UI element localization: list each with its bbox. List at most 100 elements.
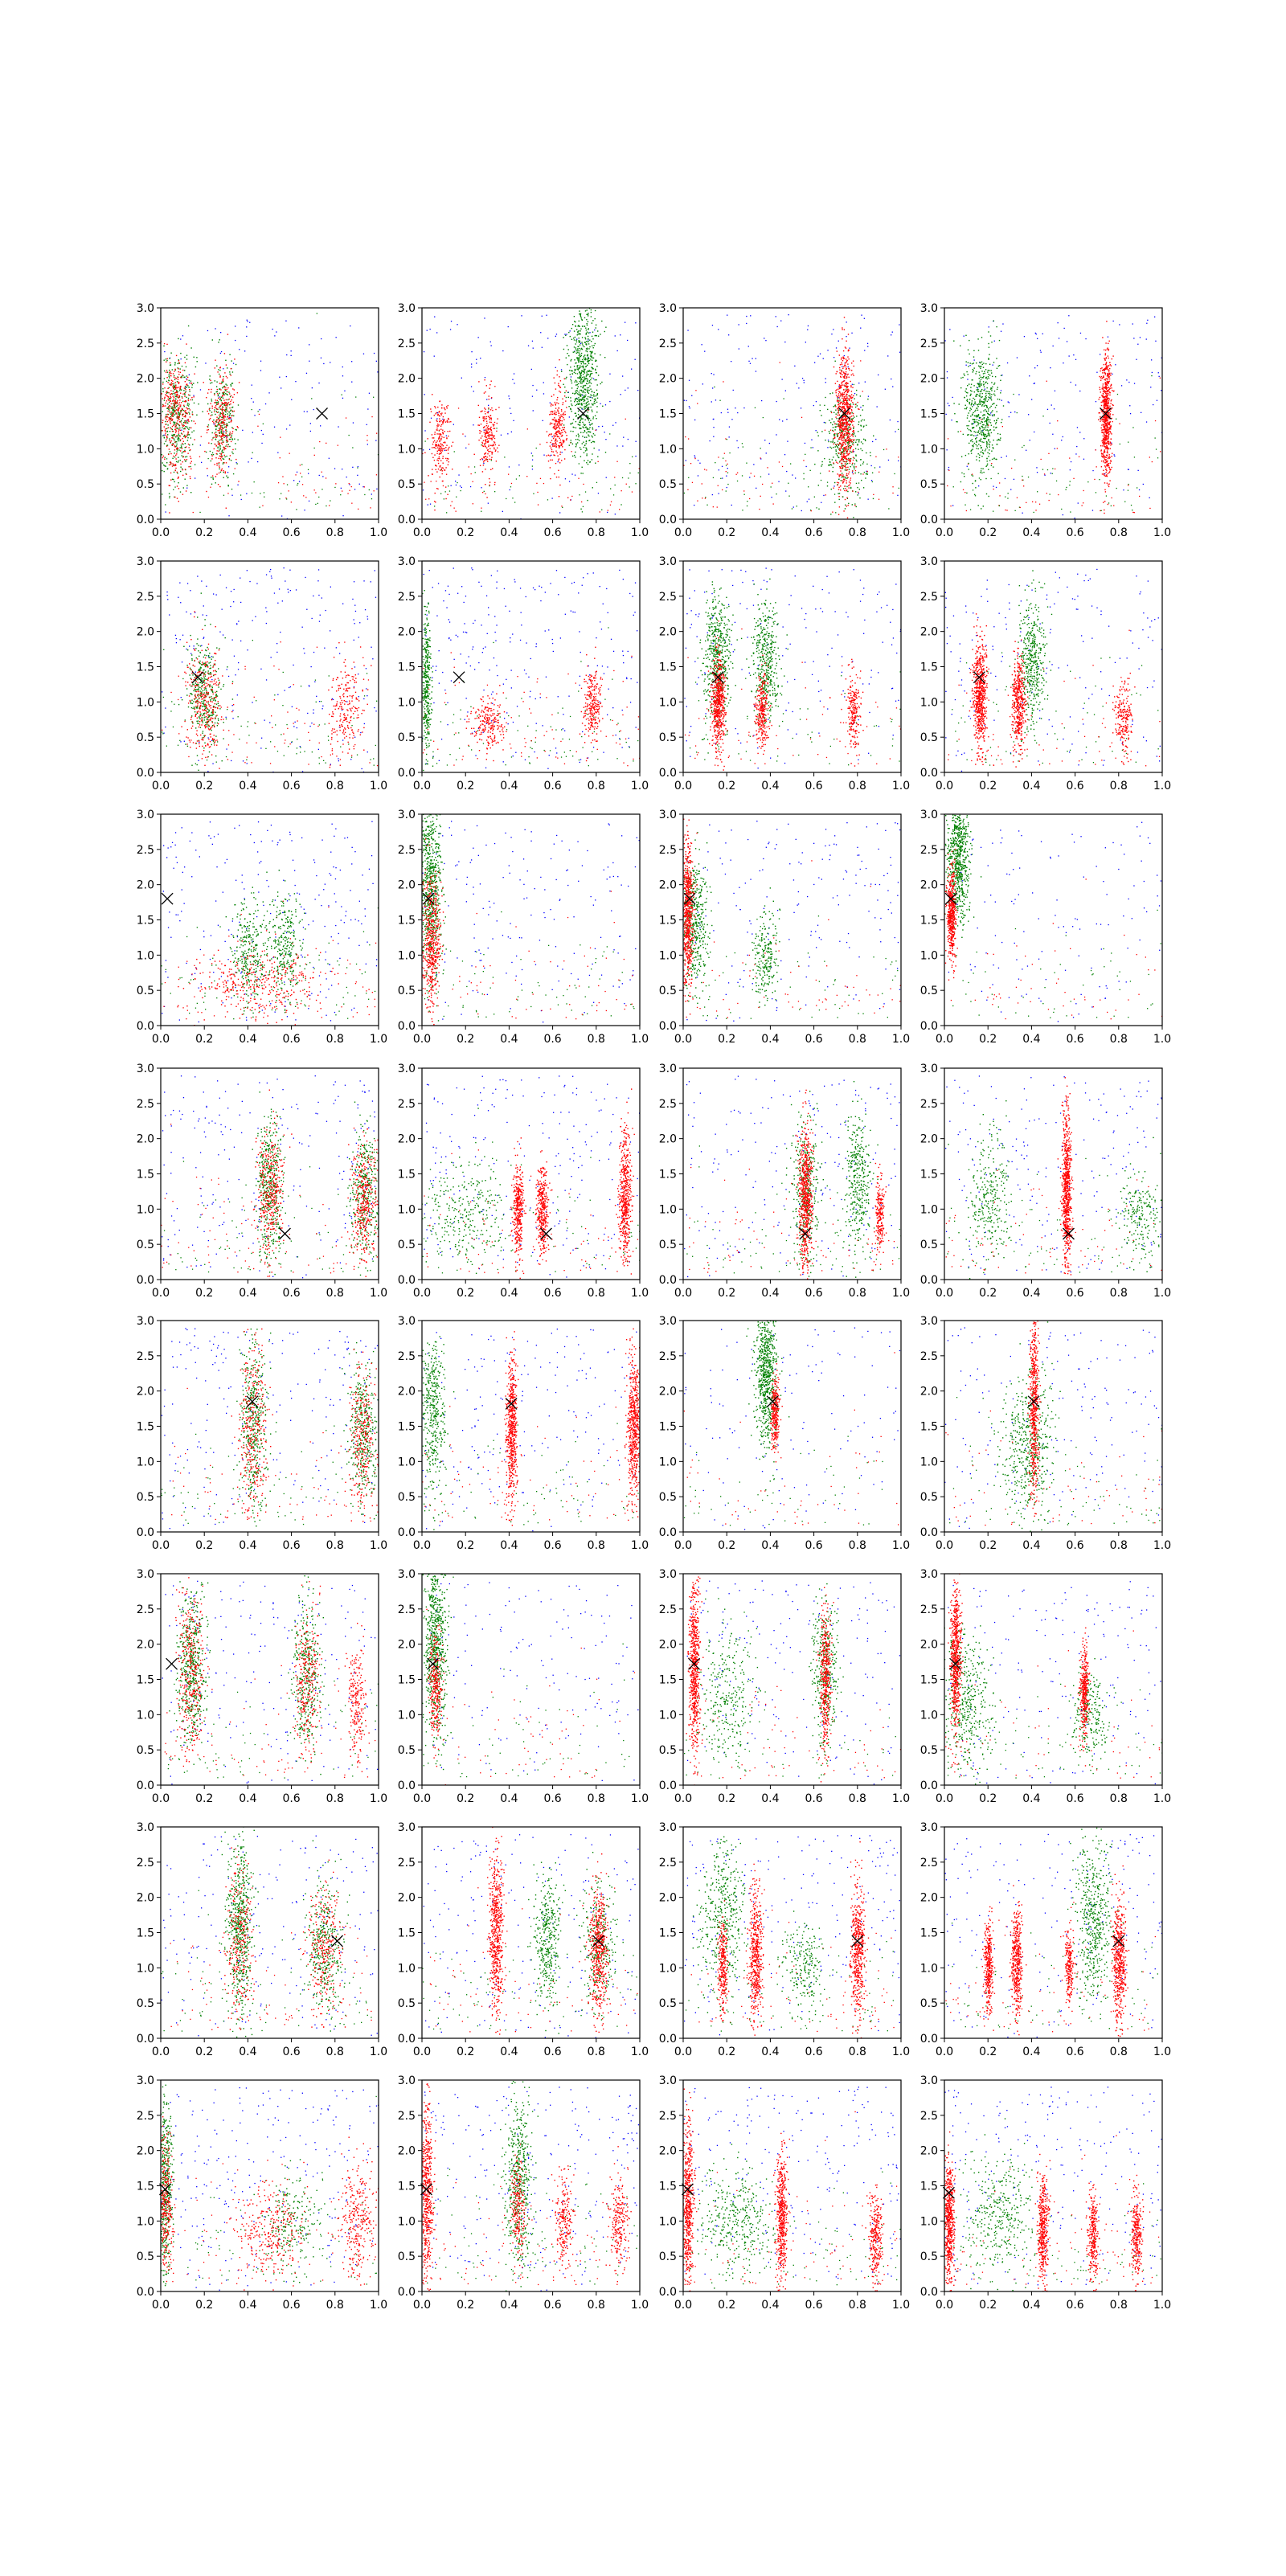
point [1024, 336, 1025, 337]
point [444, 431, 445, 432]
point [430, 329, 431, 330]
point [231, 415, 232, 416]
point [180, 440, 181, 441]
point [175, 458, 176, 459]
point [484, 453, 485, 454]
point [212, 339, 213, 340]
point [832, 424, 833, 425]
point [178, 409, 179, 410]
point [488, 503, 489, 504]
point [185, 479, 186, 480]
point [188, 405, 189, 406]
point [836, 453, 837, 454]
point [795, 477, 796, 478]
point [607, 512, 608, 513]
point [229, 404, 230, 405]
point [840, 422, 841, 423]
point [586, 306, 587, 307]
point [230, 384, 231, 385]
point [834, 493, 835, 494]
point [873, 498, 874, 499]
point [556, 434, 557, 435]
point [687, 489, 688, 490]
point [555, 425, 556, 426]
point [439, 421, 440, 422]
point [575, 347, 576, 348]
y-tick-label: 1.5 [137, 408, 154, 421]
point [436, 433, 437, 434]
point [370, 507, 371, 508]
point [587, 325, 588, 326]
point [225, 448, 226, 449]
point [438, 414, 439, 415]
point [632, 491, 633, 492]
point [886, 448, 887, 449]
point [171, 380, 172, 381]
point [190, 380, 191, 381]
x-tick-label: 1.0 [631, 526, 649, 539]
point [178, 424, 179, 425]
point [710, 440, 711, 441]
point [451, 485, 452, 486]
point [862, 473, 863, 474]
point [349, 490, 350, 491]
point [788, 496, 789, 497]
point [483, 427, 484, 428]
point [488, 425, 489, 426]
point [230, 455, 231, 456]
point [185, 443, 186, 444]
point [445, 458, 446, 459]
point [816, 401, 817, 402]
point [216, 391, 217, 392]
point [585, 359, 586, 360]
point [362, 486, 363, 487]
point [364, 486, 365, 487]
point [578, 350, 579, 351]
point [482, 443, 483, 444]
x-tick-label: 0.0 [674, 526, 692, 539]
point [580, 284, 581, 285]
point [542, 316, 543, 317]
point [835, 361, 836, 362]
point [446, 406, 447, 407]
point [166, 370, 167, 371]
point [165, 417, 166, 418]
point [488, 446, 489, 447]
point [183, 428, 184, 429]
point [572, 423, 573, 424]
point [176, 355, 177, 356]
point [790, 463, 791, 464]
point [592, 436, 593, 437]
point [845, 469, 846, 470]
point [596, 406, 597, 407]
point [441, 412, 442, 413]
point [176, 461, 177, 462]
point [549, 414, 550, 415]
point [852, 424, 853, 425]
point [171, 403, 172, 404]
point [964, 505, 965, 506]
point [183, 431, 184, 432]
point [169, 398, 170, 399]
point [552, 419, 553, 420]
point [189, 413, 190, 414]
point [232, 431, 233, 432]
point [175, 424, 176, 425]
point [454, 508, 455, 509]
y-tick-label: 2.5 [137, 338, 154, 350]
point [847, 391, 848, 392]
point [225, 471, 226, 472]
point [845, 395, 846, 396]
point [491, 407, 492, 408]
point [236, 462, 237, 463]
point [484, 392, 485, 393]
point [835, 426, 836, 427]
point [164, 465, 165, 466]
point [173, 421, 174, 422]
point [582, 359, 583, 360]
point [577, 334, 578, 335]
point [220, 353, 221, 354]
x-tick-label: 0.2 [195, 526, 213, 539]
series-blue-points [164, 320, 380, 519]
point [174, 486, 175, 487]
